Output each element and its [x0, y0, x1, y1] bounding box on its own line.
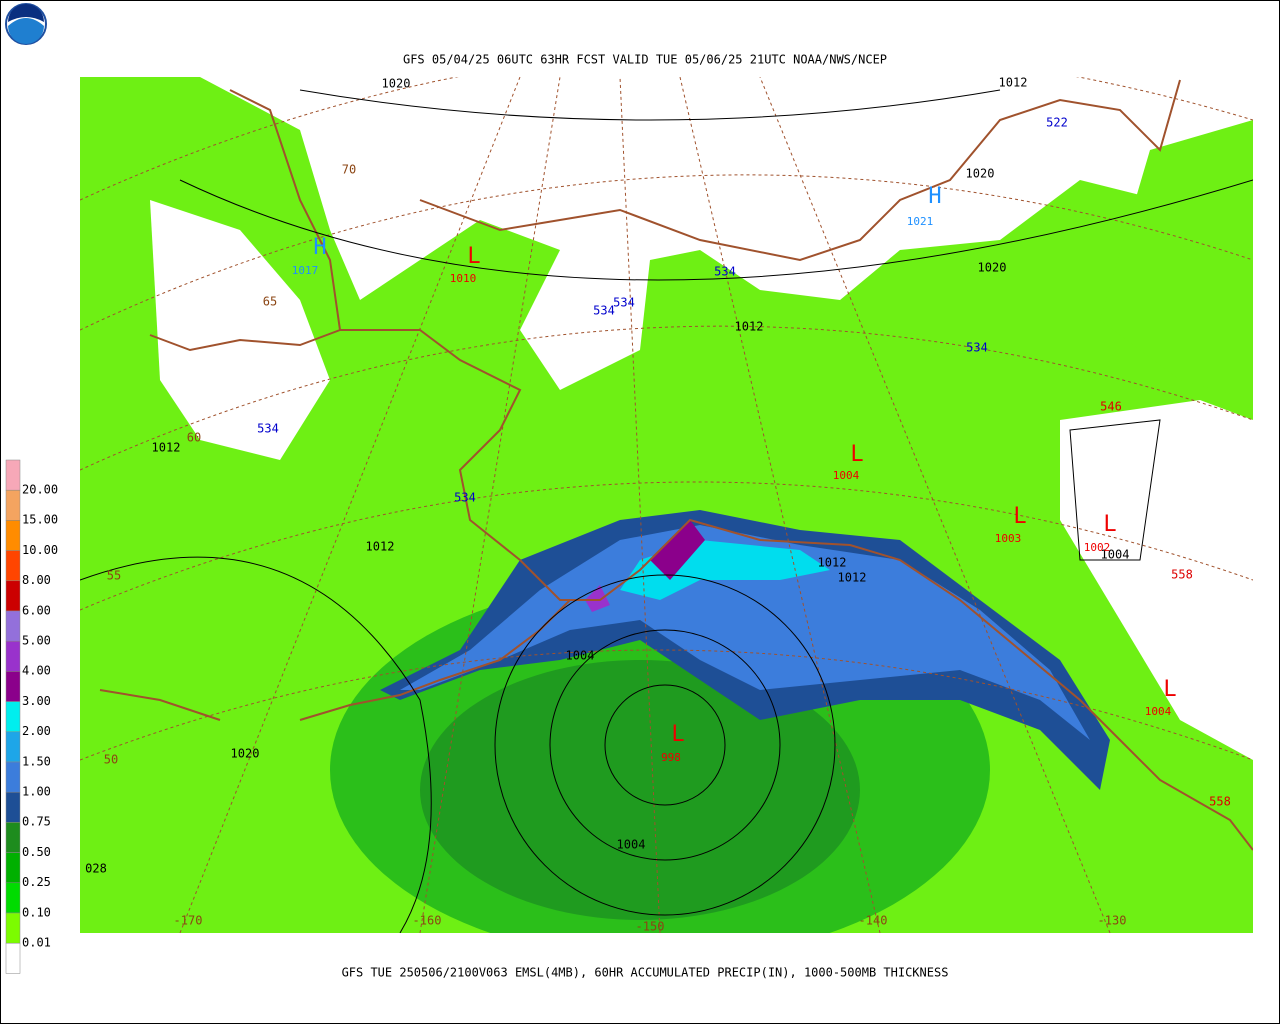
low-symbol: L [671, 722, 684, 747]
pressure-label: 1004 [566, 649, 595, 663]
legend-swatch [5, 822, 21, 853]
map-labels: 1020 101210201020101210121012101210121004… [85, 76, 1231, 934]
pressure-label: 1012 [152, 441, 181, 455]
legend-swatch [5, 489, 21, 521]
grid-label: 60 [187, 431, 201, 445]
noaa-logo [5, 3, 47, 45]
legend-swatch [5, 580, 21, 612]
legend: 20.00 15.00 10.00 8.00 6.00 5.00 4.00 3.00 2.00 1… [5, 459, 58, 974]
legend-label: 0.50 [22, 845, 51, 859]
low-symbol: L [850, 442, 863, 467]
low-symbol: L [467, 244, 480, 269]
thickness-label: 534 [714, 265, 736, 279]
grid-label: -170 [174, 914, 203, 928]
legend-label: 0.25 [22, 875, 51, 889]
thickness-label: 558 [1209, 795, 1231, 809]
legend-swatch [5, 761, 21, 793]
grid-label: -130 [1098, 914, 1127, 928]
grid-label: -160 [413, 914, 442, 928]
thickness-label: 558 [1171, 568, 1193, 582]
grid-label: 65 [263, 295, 277, 309]
legend-label: 8.00 [22, 573, 51, 587]
thickness-label: 534 [593, 304, 615, 318]
legend-swatch [5, 701, 21, 733]
pressure-label: 1004 [1101, 548, 1130, 562]
pressure-label: 1020 [231, 747, 260, 761]
thickness-label: 546 [1100, 400, 1122, 414]
low-value: 1002 [1084, 541, 1111, 554]
thickness-label: 522 [1046, 116, 1068, 130]
pressure-label: 1020 [382, 77, 411, 91]
grid-label: 55 [107, 569, 121, 583]
high-value: 1017 [292, 264, 319, 277]
legend-swatch [5, 852, 21, 884]
legend-label: 1.00 [22, 785, 51, 799]
legend-swatch [5, 640, 21, 672]
legend-label: 3.00 [22, 694, 51, 708]
legend-label: 0.75 [22, 815, 51, 829]
grid-label: -150 [636, 920, 665, 934]
pressure-label: 1012 [999, 76, 1028, 90]
pressure-label: 1020 [966, 167, 995, 181]
legend-label: 0.01 [22, 936, 51, 950]
thickness-label: 534 [454, 491, 476, 505]
legend-swatch [5, 671, 21, 702]
pressure-label: 1012 [818, 556, 847, 570]
caption: GFS TUE 250506/2100V063 EMSL(4MB), 60HR … [342, 966, 949, 980]
thickness-label: 534 [257, 422, 279, 436]
legend-swatch [5, 942, 21, 974]
low-value: 1010 [450, 272, 477, 285]
grid-label: 50 [104, 753, 118, 767]
thickness-label: 534 [966, 341, 988, 355]
legend-swatch [5, 791, 21, 823]
legend-label: 4.00 [22, 664, 51, 678]
low-value: 1004 [1145, 705, 1172, 718]
grid-label: 70 [342, 163, 356, 177]
legend-swatch [5, 731, 21, 763]
legend-swatch [5, 912, 21, 944]
high-symbol: H [928, 184, 941, 209]
low-value: 998 [661, 751, 681, 764]
high-symbol: H [313, 235, 326, 260]
low-symbol: L [1013, 504, 1026, 529]
high-value: 1021 [907, 215, 934, 228]
grid-label: -140 [859, 914, 888, 928]
legend-label: 5.00 [22, 634, 51, 648]
pressure-label: 1012 [366, 540, 395, 554]
pressure-label: 1012 [838, 571, 867, 585]
map [80, 77, 1253, 933]
legend-label: 10.00 [22, 543, 58, 557]
title: GFS 05/04/25 06UTC 63HR FCST VALID TUE 0… [403, 53, 887, 67]
legend-swatch [5, 882, 21, 914]
legend-label: 6.00 [22, 603, 51, 617]
legend-label: 0.10 [22, 905, 51, 919]
legend-swatch [5, 459, 21, 491]
legend-label: 15.00 [22, 513, 58, 527]
pressure-label: 1020 [978, 261, 1007, 275]
low-value: 1004 [833, 469, 860, 482]
pressure-label: 1004 [617, 838, 646, 852]
legend-swatch [5, 610, 21, 642]
legend-swatch [5, 550, 21, 582]
legend-label: 1.50 [22, 754, 51, 768]
thickness-label: 534 [613, 296, 635, 310]
low-symbol: L [1103, 512, 1116, 537]
legend-label: 2.00 [22, 724, 51, 738]
low-value: 1003 [995, 532, 1022, 545]
pressure-label: 1012 [735, 320, 764, 334]
low-symbol: L [1163, 677, 1176, 702]
pressure-label: 028 [85, 862, 107, 876]
legend-label: 20.00 [22, 483, 58, 497]
legend-swatch [5, 520, 21, 551]
